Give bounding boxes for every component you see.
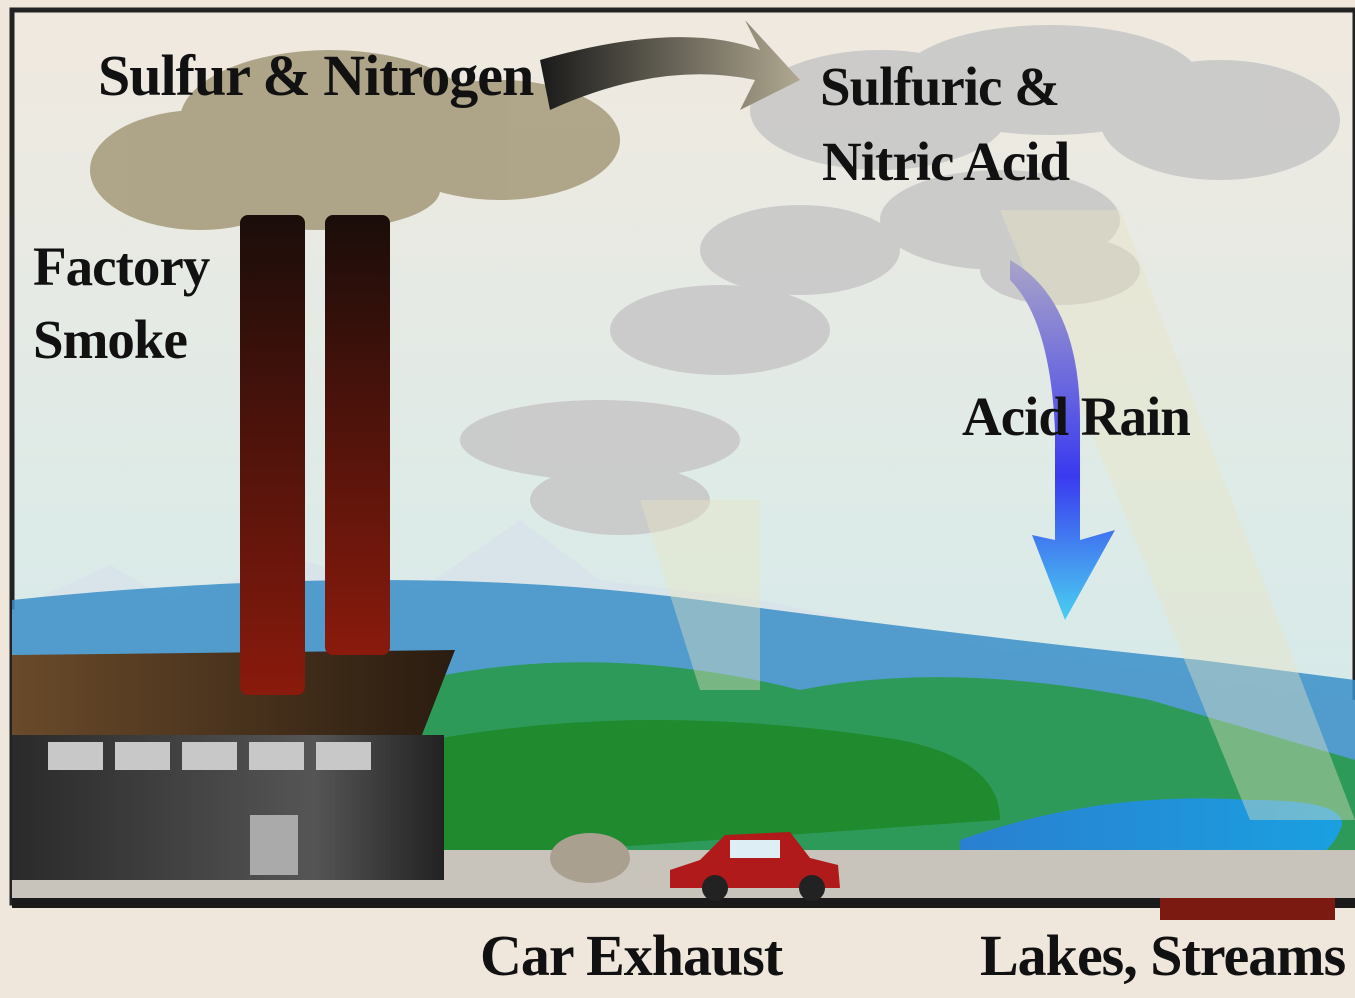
smoke xyxy=(90,50,620,230)
rain-beam xyxy=(1000,210,1355,820)
label: Sulfuric & xyxy=(820,56,1059,117)
label: Lakes, Streams xyxy=(980,923,1346,988)
stream-outlet xyxy=(1160,898,1335,920)
rain-beam xyxy=(640,500,760,690)
scene xyxy=(9,7,1355,920)
label: Acid Rain xyxy=(962,386,1190,447)
label: Nitric Acid xyxy=(822,131,1070,192)
acid-rain-arrow xyxy=(1010,260,1115,620)
chimney xyxy=(240,215,305,695)
label: Sulfur & Nitrogen xyxy=(98,43,534,108)
factory-roof xyxy=(12,650,455,740)
label: Car Exhaust xyxy=(480,923,784,988)
chimney xyxy=(325,215,390,655)
green-hill xyxy=(430,720,1000,860)
label: Smoke xyxy=(33,309,187,370)
factory-windows xyxy=(48,742,371,875)
clouds xyxy=(460,25,1340,535)
label: Factory xyxy=(33,236,210,297)
exhaust-puff xyxy=(550,833,630,883)
ground-line xyxy=(12,898,1355,908)
transport-arrow xyxy=(540,20,800,110)
car xyxy=(670,832,840,901)
